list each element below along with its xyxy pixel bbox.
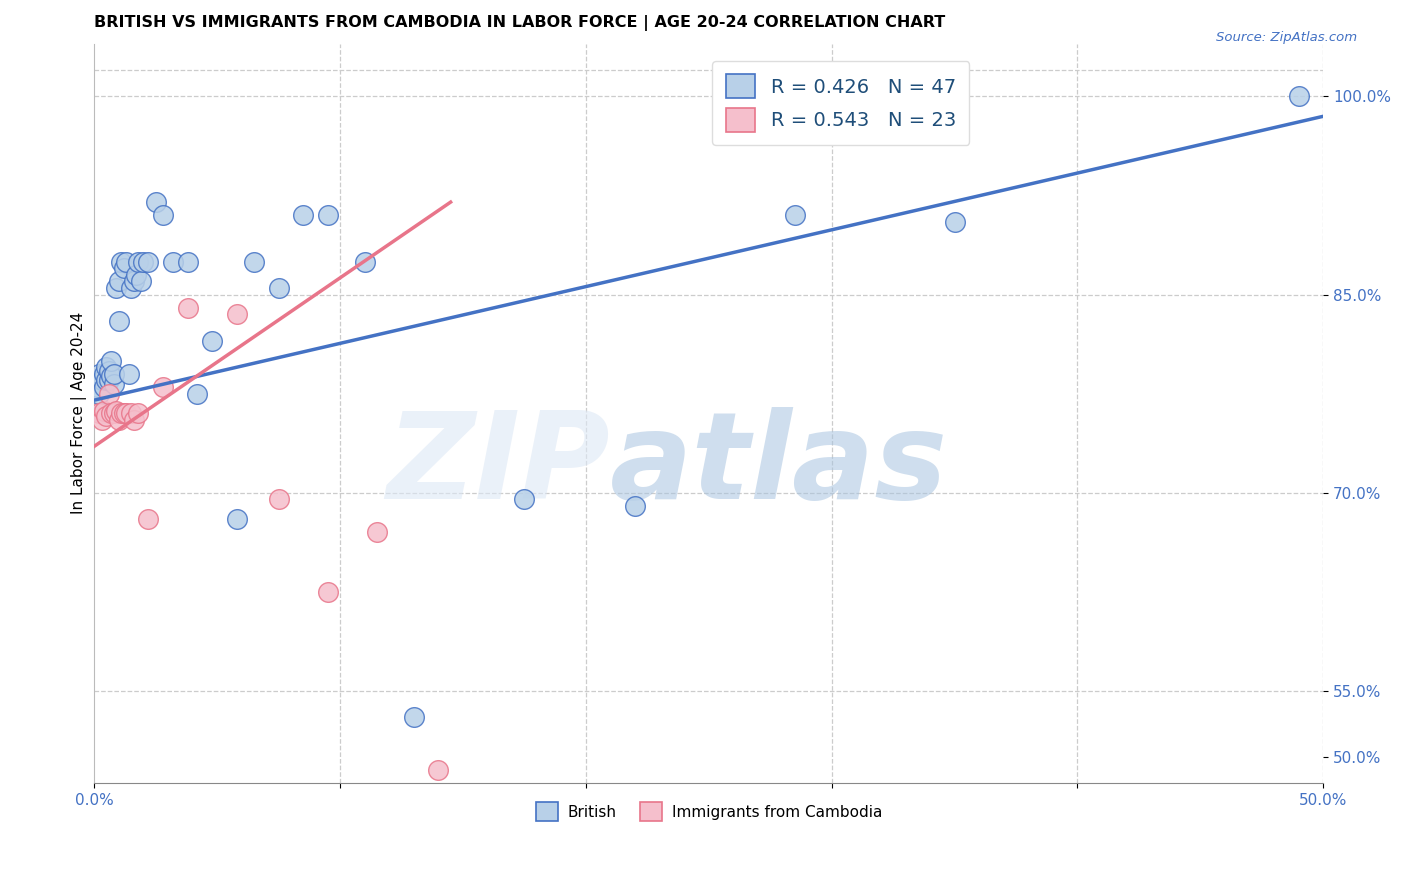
Point xyxy=(112,261,135,276)
Point xyxy=(110,406,132,420)
Point xyxy=(122,413,145,427)
Point xyxy=(129,274,152,288)
Point xyxy=(152,380,174,394)
Point xyxy=(943,215,966,229)
Point xyxy=(107,314,129,328)
Point xyxy=(93,403,115,417)
Point xyxy=(87,386,110,401)
Point xyxy=(103,377,125,392)
Point xyxy=(120,406,142,420)
Point xyxy=(86,380,108,394)
Point xyxy=(97,386,120,401)
Point xyxy=(97,364,120,378)
Point xyxy=(103,367,125,381)
Point xyxy=(105,281,128,295)
Point xyxy=(93,380,115,394)
Point xyxy=(100,406,122,420)
Point xyxy=(115,254,138,268)
Point xyxy=(93,367,115,381)
Text: atlas: atlas xyxy=(610,407,949,524)
Point xyxy=(87,367,110,381)
Point xyxy=(90,406,112,420)
Point xyxy=(117,367,139,381)
Point xyxy=(176,254,198,268)
Point xyxy=(225,512,247,526)
Point xyxy=(176,301,198,315)
Point xyxy=(122,274,145,288)
Point xyxy=(90,373,112,387)
Point xyxy=(107,274,129,288)
Point xyxy=(316,584,339,599)
Point xyxy=(243,254,266,268)
Point xyxy=(513,492,536,507)
Point xyxy=(100,353,122,368)
Point xyxy=(145,195,167,210)
Point xyxy=(112,406,135,420)
Point xyxy=(225,307,247,321)
Point xyxy=(87,406,110,420)
Point xyxy=(132,254,155,268)
Point xyxy=(427,763,450,777)
Point xyxy=(186,386,208,401)
Point xyxy=(624,499,647,513)
Point xyxy=(292,208,315,222)
Point xyxy=(201,334,224,348)
Point xyxy=(100,369,122,384)
Point xyxy=(152,208,174,222)
Point xyxy=(136,254,159,268)
Point xyxy=(97,373,120,387)
Point xyxy=(125,268,148,282)
Point xyxy=(96,360,118,375)
Point xyxy=(136,512,159,526)
Text: BRITISH VS IMMIGRANTS FROM CAMBODIA IN LABOR FORCE | AGE 20-24 CORRELATION CHART: BRITISH VS IMMIGRANTS FROM CAMBODIA IN L… xyxy=(94,15,945,31)
Point xyxy=(162,254,184,268)
Point xyxy=(783,208,806,222)
Text: ZIP: ZIP xyxy=(387,407,610,524)
Point xyxy=(115,406,138,420)
Point xyxy=(316,208,339,222)
Point xyxy=(267,281,290,295)
Point xyxy=(267,492,290,507)
Point xyxy=(105,403,128,417)
Point xyxy=(110,254,132,268)
Text: Source: ZipAtlas.com: Source: ZipAtlas.com xyxy=(1216,31,1357,45)
Y-axis label: In Labor Force | Age 20-24: In Labor Force | Age 20-24 xyxy=(72,312,87,515)
Point xyxy=(127,254,149,268)
Point xyxy=(103,406,125,420)
Point xyxy=(96,373,118,387)
Point xyxy=(90,413,112,427)
Point xyxy=(120,281,142,295)
Point xyxy=(127,406,149,420)
Point xyxy=(96,409,118,423)
Point xyxy=(366,525,388,540)
Point xyxy=(107,413,129,427)
Point xyxy=(353,254,375,268)
Point xyxy=(1288,89,1310,103)
Legend: British, Immigrants from Cambodia: British, Immigrants from Cambodia xyxy=(530,797,889,827)
Point xyxy=(402,710,425,724)
